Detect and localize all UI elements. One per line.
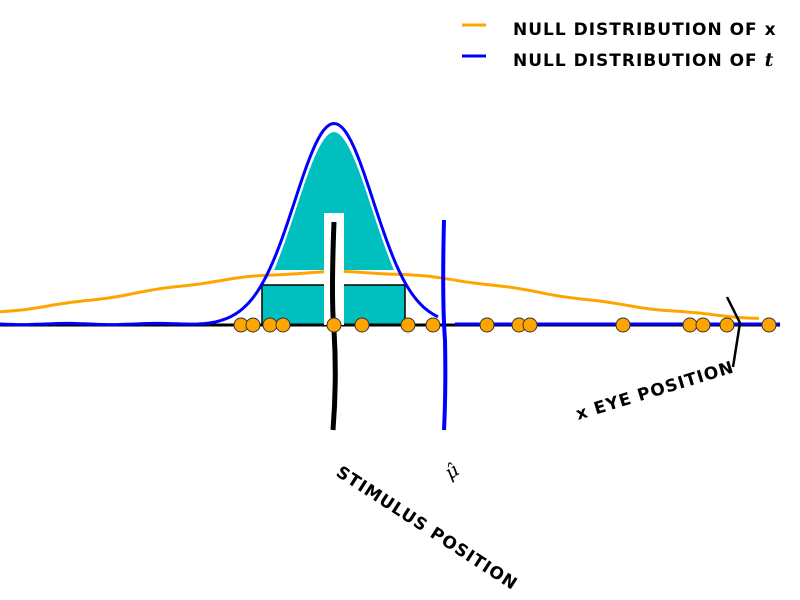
sample-point — [425, 317, 441, 333]
sample-point — [682, 317, 698, 333]
sample-point — [719, 317, 735, 333]
sample-point — [326, 317, 342, 333]
legend: NULL DISTRIBUTION OF x NULL DISTRIBUTION… — [462, 20, 777, 71]
stimulus-position-label: STIMULUS POSITION — [332, 462, 521, 594]
sample-point — [615, 317, 631, 333]
sample-point — [522, 317, 538, 333]
legend-label-t: NULL DISTRIBUTION OF t — [513, 49, 774, 71]
eye-position-label: x EYE POSITION — [574, 358, 737, 425]
sample-point — [761, 317, 777, 333]
sample-point — [695, 317, 711, 333]
mu-hat-line — [441, 219, 448, 431]
sample-point — [245, 317, 261, 333]
eye-arrow — [725, 296, 742, 368]
sample-point — [262, 317, 278, 333]
sample-point — [479, 317, 495, 333]
samples — [233, 317, 777, 333]
t-region-fill — [260, 127, 408, 292]
sample-point — [354, 317, 370, 333]
legend-label-x: NULL DISTRIBUTION OF x — [513, 20, 777, 40]
sample-point — [275, 317, 291, 333]
sample-point — [400, 317, 416, 333]
mu-hat-label: μ̂ — [441, 459, 463, 484]
null-x-curve — [0, 269, 760, 320]
